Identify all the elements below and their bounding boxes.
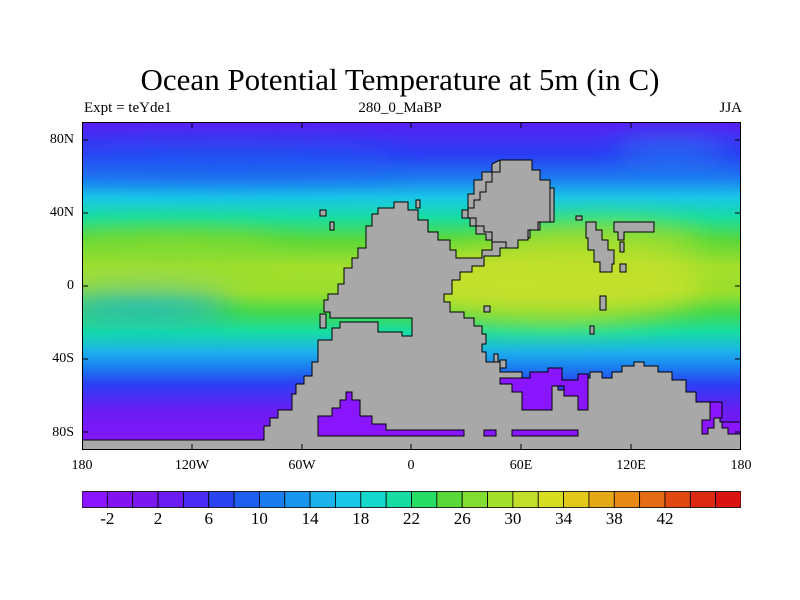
colorbar-box [461,491,488,508]
colorbar-box [157,491,184,508]
colorbar-box [563,491,590,508]
continent-main [82,159,741,450]
colorbar-box [208,491,235,508]
colorbar-box [182,491,210,508]
south-strip-1 [483,429,497,437]
colorbar-box [360,491,387,508]
colorbar-tick-label: 22 [403,509,420,528]
colorbar-box [385,491,412,508]
colorbar-box [715,491,741,508]
colorbar-tick-label: 26 [453,509,471,528]
island-6 [589,325,595,335]
colorbar-tick-label: 14 [301,509,319,528]
colorbar-tick-label: 18 [352,509,370,528]
axis-ticks [82,122,741,450]
colorbar-box [512,491,539,508]
x-tick-120w: 120W [174,458,210,473]
map-title: Ocean Potential Temperature at 5m (in C) [140,62,660,97]
colorbar-box [588,491,615,508]
colorbar-box [689,491,717,508]
x-tick-120e: 120E [616,458,646,473]
island-9 [493,353,499,363]
colorbar-box [436,491,463,508]
colorbar-box [82,491,108,508]
island-1 [319,209,327,217]
x-tick-180w: 180 [71,458,93,473]
season-label: JJA [719,100,742,116]
south-basin-west [317,391,465,437]
island-7 [483,305,491,313]
x-tick-60w: 60W [288,458,316,473]
time-label: 280_0_MaBP [358,100,442,116]
colorbar-tick-label: 42 [656,509,674,528]
east-basin [701,401,723,435]
asia-block [467,159,551,249]
island-10 [499,359,507,369]
colorbar-box [664,491,691,508]
archipelago-1 [585,221,615,273]
colorbar-tick-label: 10 [250,509,268,528]
colorbar-box [284,491,311,508]
colorbar-box [411,491,438,508]
landmasses [82,159,741,450]
colorbar-tick-label: 6 [204,509,213,528]
colorbar-box [132,491,159,508]
y-tick-0: 0 [67,278,74,293]
island-8 [319,313,327,329]
colorbar-tick-label: -2 [100,509,115,528]
x-tick-60e: 60E [509,458,533,473]
far-east-basin [721,421,741,435]
x-tick-180e: 180 [730,458,752,473]
colorbar-box [259,491,286,508]
colorbar-tick-label: 38 [605,509,623,528]
colorbar-tick-label: 30 [504,509,522,528]
colorbar [82,491,741,508]
colorbar-box [335,491,362,508]
colorbar-tick-label: 34 [555,509,573,528]
southern-ocean-basins [317,367,741,437]
x-tick-0: 0 [407,458,415,473]
y-tick-40n: 40N [49,205,74,220]
colorbar-box [613,491,641,508]
island-3 [575,215,583,221]
south-strip-2 [511,429,579,437]
colorbar-box [233,491,260,508]
colorbar-box [639,491,666,508]
y-tick-80s: 80S [52,425,74,440]
south-basin-east [499,367,589,411]
archipelago-2 [613,221,655,241]
colorbar-box [537,491,564,508]
island-2 [329,221,335,231]
colorbar-box [106,491,134,508]
y-tick-80n: 80N [49,132,74,147]
experiment-label: Expt = teYde1 [84,100,172,116]
island-4 [619,263,627,273]
temperature-map [82,122,741,450]
north-continent-sliver [415,199,421,209]
y-tick-40s: 40S [52,351,74,366]
colorbar-box [309,491,336,508]
colorbar-box [487,491,514,508]
archipelago-3 [619,241,625,253]
island-5 [599,295,607,311]
colorbar-tick-label: 2 [153,509,163,528]
